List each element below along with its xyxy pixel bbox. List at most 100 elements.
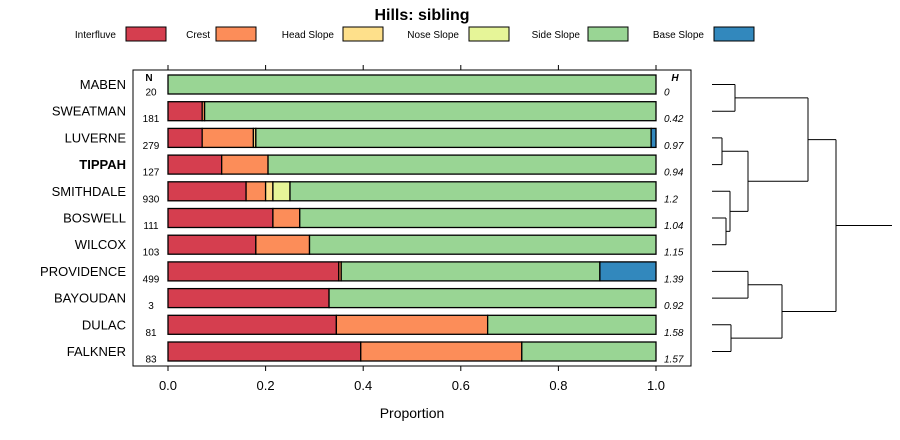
x-axis-label: Proportion (380, 405, 445, 421)
bar-segment-side-slope (203, 101, 657, 122)
bar-segment-side-slope (255, 127, 652, 149)
row-n-value: 499 (143, 274, 160, 285)
bar-segment-side-slope (308, 234, 657, 255)
x-tick-label: 0.8 (549, 378, 567, 393)
row-n-value: 83 (145, 355, 157, 366)
bar-segment-crest (272, 207, 301, 229)
row-n-value: 279 (143, 141, 160, 152)
row-n-value: 20 (145, 88, 157, 99)
row-label: MABEN (80, 77, 126, 92)
legend: Interfluve Crest Head Slope Nose Slope Side … (75, 26, 755, 42)
row-label: FALKNER (67, 344, 126, 359)
bar-row-bayoudan: BAYOUDAN 3 0.92 (54, 287, 684, 312)
row-n-value: 930 (143, 194, 160, 205)
row-h-value: 1.2 (664, 194, 678, 205)
row-h-value: 0.92 (664, 301, 684, 312)
x-tick-label: 0.6 (452, 378, 470, 393)
bar-segment-interfluve (167, 154, 223, 175)
row-label: WILCOX (75, 237, 127, 252)
legend-swatch-base-slope (713, 26, 755, 42)
row-h-value: 0.97 (664, 141, 684, 152)
bar-segment-interfluve (167, 287, 330, 309)
bar-segment-base-slope (599, 261, 657, 282)
bar-segment-base-slope (650, 127, 657, 149)
bar-segment-crest (201, 127, 255, 149)
x-tick-label: 1.0 (647, 378, 665, 393)
x-axis: 0.0 0.2 0.4 0.6 0.8 1.0 (159, 65, 665, 393)
bar-segment-interfluve (167, 234, 257, 255)
row-h-value: 0.42 (664, 114, 684, 125)
bar-segment-side-slope (267, 154, 657, 175)
bar-segment-interfluve (167, 101, 203, 122)
row-label: SMITHDALE (52, 184, 127, 199)
n-column-header: N (145, 73, 152, 84)
row-label: DULAC (82, 317, 126, 332)
chart-title: Hills: sibling (374, 7, 469, 24)
row-label: BOSWELL (63, 211, 126, 226)
bar-row-providence: PROVIDENCE 499 1.39 (40, 261, 684, 285)
bar-segment-interfluve (167, 261, 340, 282)
bar-segment-side-slope (289, 181, 657, 202)
x-tick-label: 0.2 (257, 378, 275, 393)
bar-segment-side-slope (167, 74, 657, 95)
row-n-value: 3 (148, 301, 154, 312)
row-n-value: 127 (143, 168, 160, 179)
h-column-header: H (671, 73, 679, 84)
legend-swatch-nose-slope (468, 26, 510, 42)
plot-frame (132, 69, 692, 367)
x-tick-label: 0.0 (159, 378, 177, 393)
bar-row-sweatman: SWEATMAN 181 0.42 (52, 101, 684, 125)
bar-segment-crest (360, 341, 523, 362)
row-label: TIPPAH (79, 157, 126, 172)
row-h-value: 1.04 (664, 221, 684, 232)
bar-segment-side-slope (521, 341, 657, 362)
row-label: SWEATMAN (52, 104, 126, 119)
bar-segment-side-slope (486, 314, 657, 335)
bar-segment-crest (221, 154, 269, 175)
bar-segment-crest (335, 314, 489, 335)
row-h-value: 1.15 (664, 248, 684, 259)
bar-segment-interfluve (167, 207, 274, 229)
bar-row-tippah: TIPPAH 127 0.94 (79, 154, 684, 179)
legend-swatch-interfluve (125, 26, 167, 42)
bar-rows: MABEN 20 0 SWEATMAN 181 0.42 LUVERNE 279 0.97 TIP… (40, 74, 684, 366)
row-n-value: 181 (143, 114, 160, 125)
bar-row-smithdale: SMITHDALE 930 1.2 (52, 181, 678, 205)
bar-segment-crest (255, 234, 311, 255)
bar-row-dulac: DULAC 81 1.58 (82, 314, 684, 339)
row-label: LUVERNE (65, 130, 127, 145)
bar-row-wilcox: WILCOX 103 1.15 (75, 234, 684, 259)
bar-segment-side-slope (299, 207, 657, 229)
bar-segment-interfluve (167, 314, 338, 335)
legend-swatch-side-slope (587, 26, 629, 42)
legend-swatch-crest (215, 26, 257, 42)
row-label: BAYOUDAN (54, 291, 126, 306)
bar-segment-nose-slope (272, 181, 291, 202)
row-n-value: 111 (143, 221, 159, 232)
bar-row-boswell: BOSWELL 111 1.04 (63, 207, 684, 232)
row-h-value: 1.57 (664, 355, 684, 366)
bar-segment-interfluve (167, 127, 203, 149)
bar-segment-interfluve (167, 341, 362, 362)
bar-segment-side-slope (340, 261, 601, 282)
bar-segment-head-slope (264, 181, 274, 202)
row-n-value: 81 (145, 328, 157, 339)
bar-row-luverne: LUVERNE 279 0.97 (65, 127, 684, 152)
dendrogram (712, 84, 892, 352)
row-h-value: 1.39 (664, 274, 684, 285)
bar-row-falkner: FALKNER 83 1.57 (67, 341, 684, 366)
row-h-value: 0.94 (664, 168, 684, 179)
bar-segment-crest (245, 181, 267, 202)
legend-label-crest: Crest (186, 30, 210, 41)
legend-swatch-head-slope (342, 26, 384, 42)
legend-label-head-slope: Head Slope (282, 30, 335, 41)
row-h-value: 1.58 (664, 328, 684, 339)
row-label: PROVIDENCE (40, 264, 126, 279)
legend-label-side-slope: Side Slope (532, 30, 581, 41)
row-h-value: 0 (664, 88, 670, 99)
x-tick-label: 0.4 (354, 378, 372, 393)
legend-label-nose-slope: Nose Slope (407, 30, 459, 41)
legend-label-base-slope: Base Slope (653, 30, 705, 41)
